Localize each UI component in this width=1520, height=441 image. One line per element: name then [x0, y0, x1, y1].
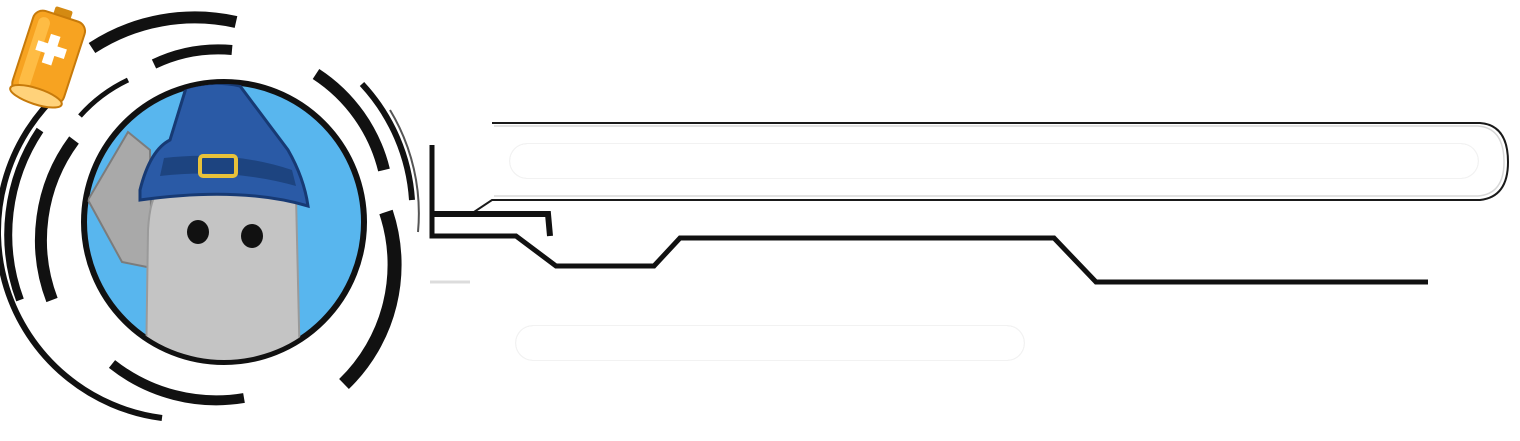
- avatar-arm: [86, 130, 154, 270]
- ring-arc: [359, 81, 415, 201]
- ring-arc: [0, 89, 163, 421]
- wizard-ghost-avatar-icon[interactable]: [81, 79, 367, 370]
- avatar-body: [144, 184, 302, 360]
- battery-base: [9, 83, 63, 109]
- ring-arc: [151, 44, 233, 69]
- energy-bar: [516, 326, 1024, 360]
- health-bar: [510, 144, 1478, 178]
- ring-arc: [339, 209, 402, 390]
- ring-arc: [4, 127, 44, 302]
- energy-bar-fill: [516, 326, 1024, 360]
- health-bar-frame-inner: [494, 125, 1505, 197]
- battery-shine: [18, 17, 50, 89]
- ring-arc: [88, 11, 238, 54]
- avatar-ring: [0, 11, 420, 421]
- ring-arc: [34, 136, 79, 303]
- avatar-hat-band: [160, 155, 296, 186]
- health-bar-fill: [510, 144, 1478, 178]
- connector-line: [429, 145, 1428, 285]
- avatar-eye-left: [187, 220, 209, 244]
- ring-arc: [312, 68, 390, 172]
- battery-plus-icon[interactable]: [0, 0, 96, 112]
- ring-arc: [78, 77, 130, 118]
- connector-line-accent: [432, 211, 553, 237]
- ring-arc: [389, 109, 420, 233]
- health-bar-frame: [430, 122, 1510, 213]
- ring-arc: [108, 360, 245, 406]
- avatar-eye-right: [241, 224, 263, 248]
- battery-plus-h: [35, 40, 67, 60]
- avatar-hat-buckle: [198, 154, 238, 178]
